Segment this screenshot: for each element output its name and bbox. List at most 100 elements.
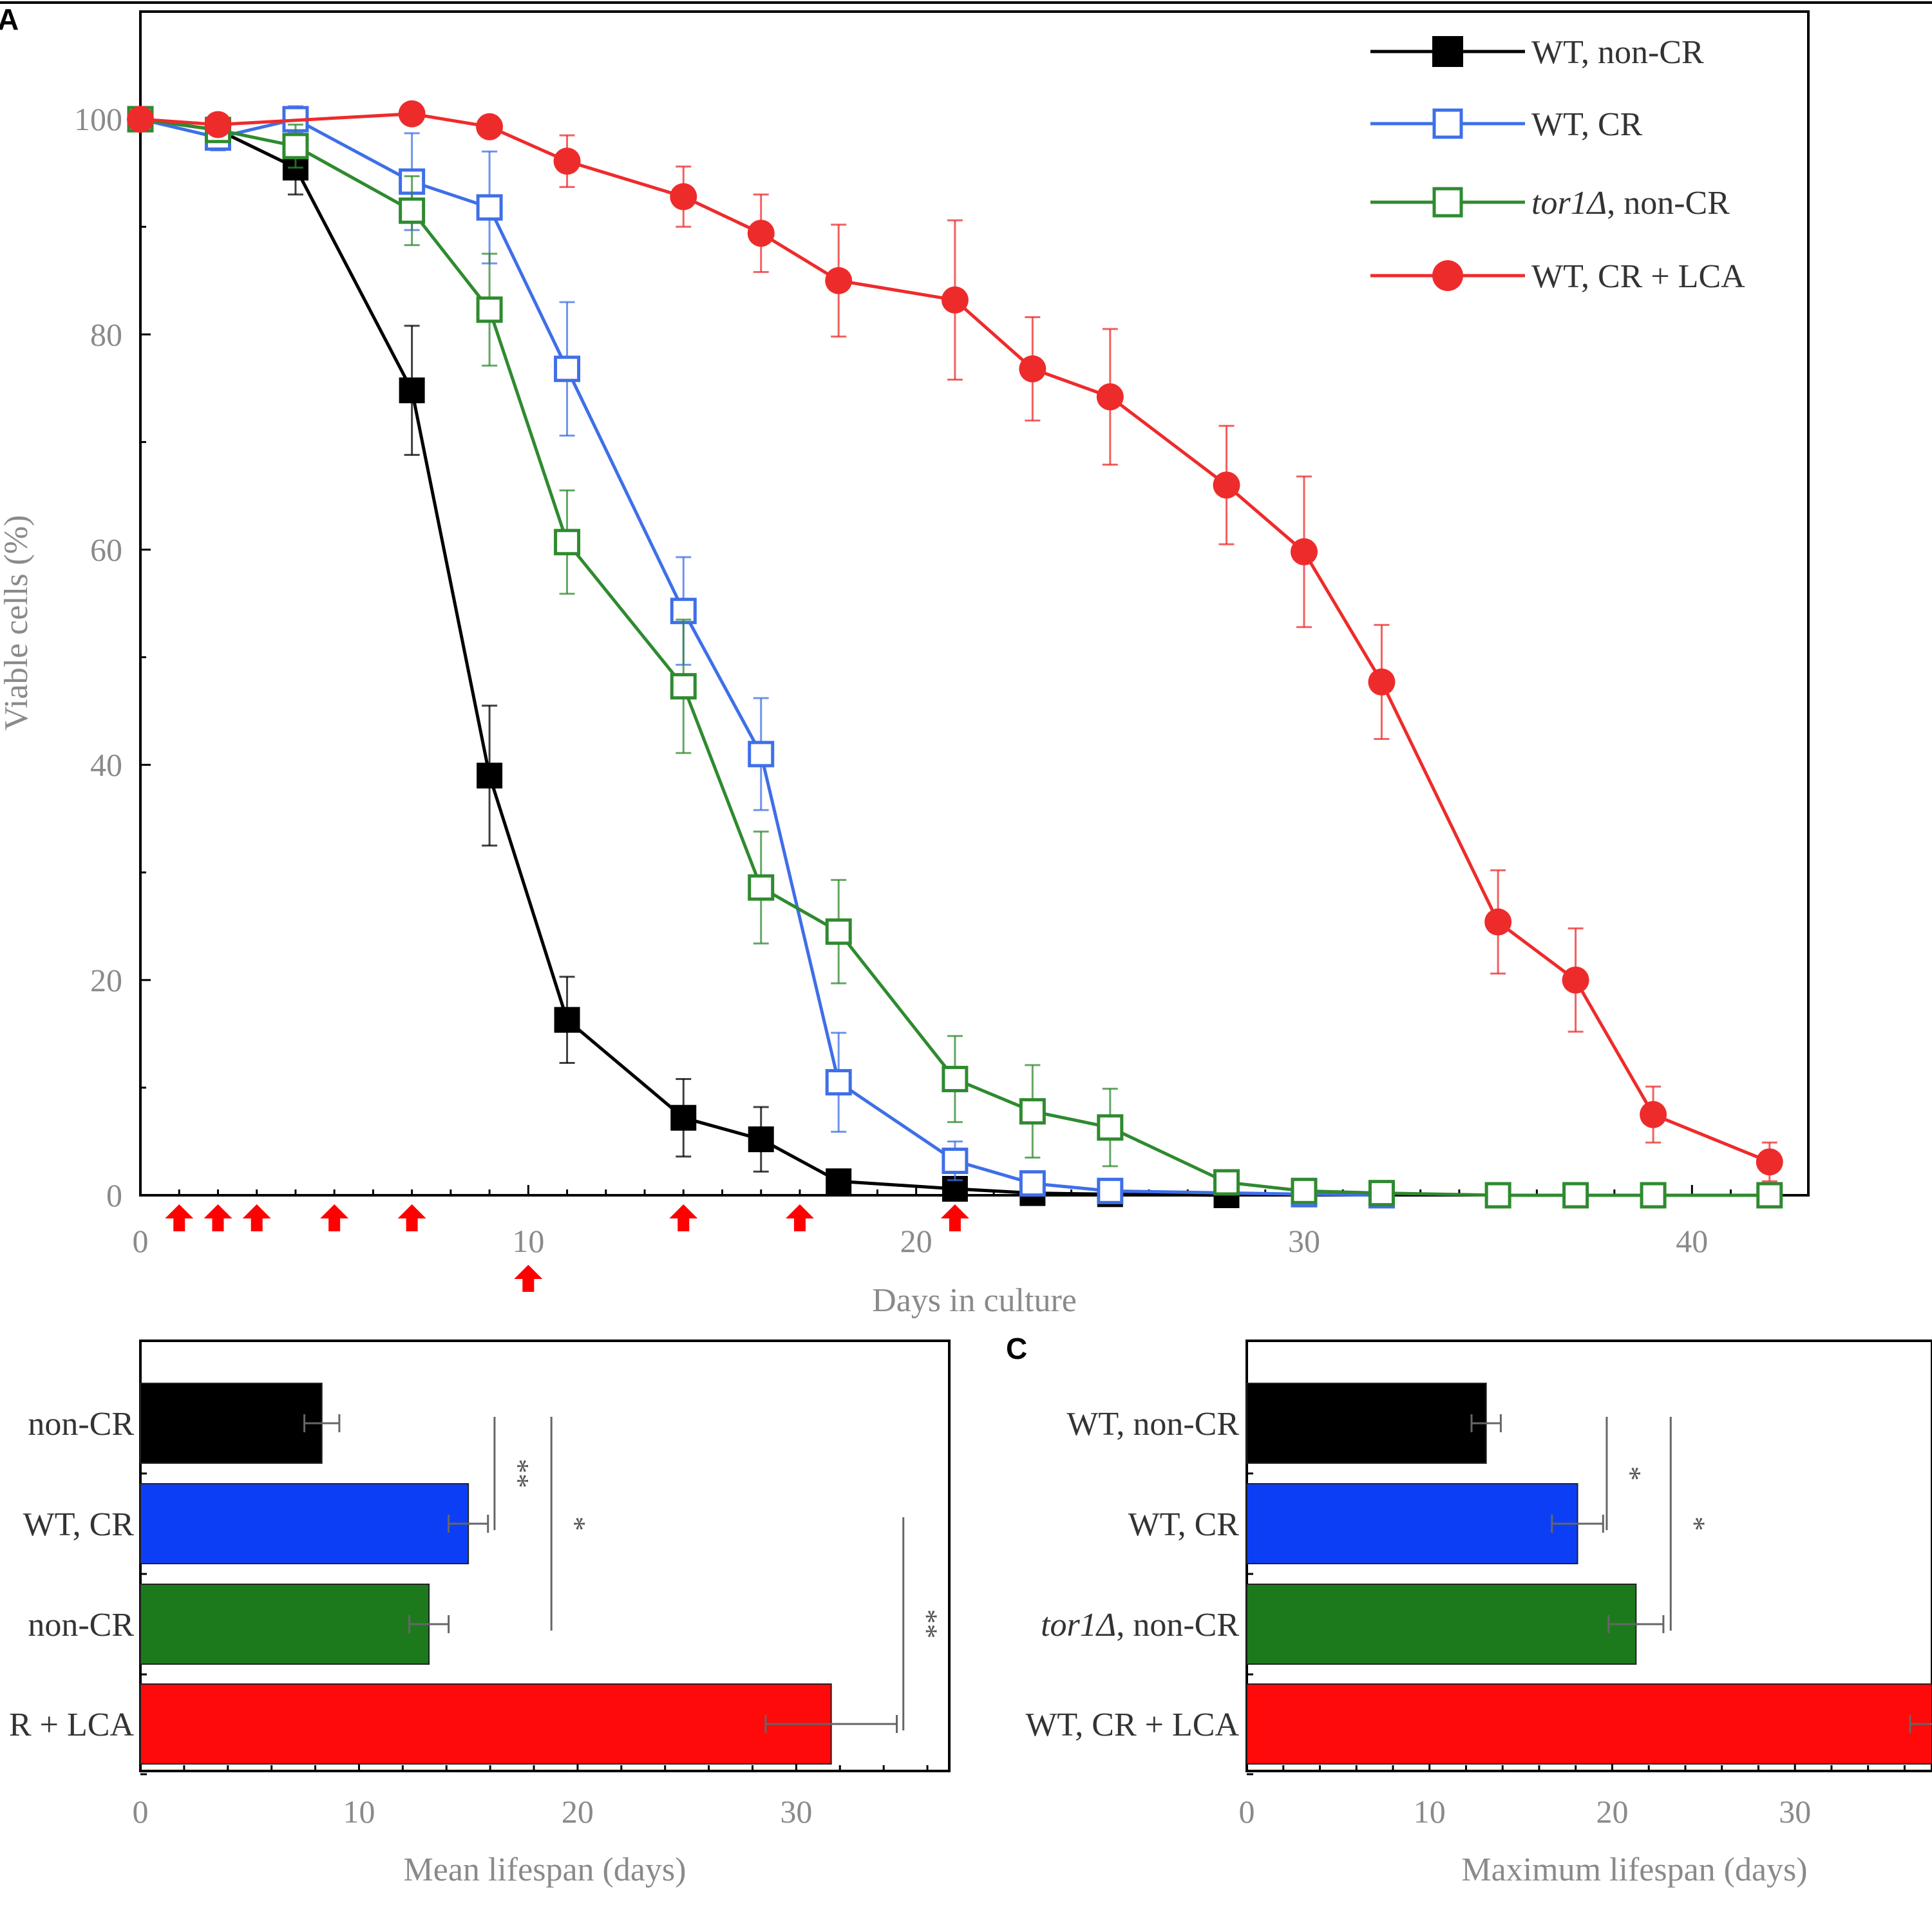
data-point xyxy=(748,1126,774,1153)
legend-marker xyxy=(1432,187,1463,218)
data-point xyxy=(1756,1182,1783,1209)
bar-chart-maximum-lifespan: 0 10 20 30 Maximum lifespan (days) WT, non-CR… xyxy=(1025,1340,1932,1888)
treatment-arrow xyxy=(242,1204,271,1231)
panel-letter-a: A xyxy=(0,3,19,36)
data-point xyxy=(398,100,426,128)
treatment-arrow xyxy=(669,1204,698,1231)
data-point xyxy=(670,1104,697,1131)
data-point xyxy=(1097,1177,1124,1204)
data-point xyxy=(204,111,232,138)
category-label: non-CR xyxy=(28,1607,134,1643)
data-point xyxy=(1213,471,1240,499)
y-tick-label: 60 xyxy=(90,531,122,567)
data-point xyxy=(1097,1114,1124,1141)
x-tick-label: 30 xyxy=(1288,1223,1320,1259)
bar xyxy=(140,1483,469,1564)
treatment-arrow xyxy=(204,1204,232,1231)
category-label-text: non-CR xyxy=(28,1607,134,1643)
treatment-arrow xyxy=(940,1204,969,1231)
data-point xyxy=(399,197,426,224)
category-label-text: WT, CR xyxy=(1128,1506,1240,1543)
y-axis-title: Viable cells (%) xyxy=(0,515,35,731)
data-point xyxy=(825,267,853,294)
x-tick-label: 20 xyxy=(562,1794,594,1830)
category-label: WT, CR xyxy=(1128,1506,1240,1543)
x-axis-title: Maximum lifespan (days) xyxy=(1461,1852,1807,1888)
x-tick-label: 20 xyxy=(1596,1794,1628,1830)
data-point xyxy=(1640,1101,1667,1128)
x-axis-title: Mean lifespan (days) xyxy=(404,1852,687,1888)
category-label: WT, CR xyxy=(23,1506,135,1543)
series-wt-cr-lca xyxy=(127,100,1783,1182)
legend-label: WT, non-CR xyxy=(1531,34,1704,71)
legend-label-text: WT, CR xyxy=(1531,106,1643,143)
plot-frame xyxy=(139,10,1810,1197)
x-tick-label: 20 xyxy=(900,1223,933,1259)
legend-label: tor1Δ, non-CR xyxy=(1531,185,1730,222)
data-point xyxy=(825,918,852,945)
data-point xyxy=(282,133,309,160)
significance-label: ** xyxy=(911,1609,944,1639)
data-point xyxy=(553,147,581,175)
x-tick-label: 10 xyxy=(343,1794,375,1830)
treatment-arrow xyxy=(320,1204,349,1231)
bar xyxy=(1246,1483,1578,1564)
significance-label: * xyxy=(559,1517,592,1531)
data-point xyxy=(1019,355,1046,383)
bar xyxy=(140,1383,323,1464)
category-label: tor1Δ, non-CR xyxy=(1041,1607,1239,1643)
significance-label: ** xyxy=(502,1459,535,1488)
category-label-text: , non-CR xyxy=(1116,1607,1239,1643)
data-point xyxy=(477,762,503,789)
treatment-arrow xyxy=(397,1204,426,1231)
data-point xyxy=(554,529,581,556)
data-point xyxy=(670,673,697,700)
category-label-text: WT, CR + LCA xyxy=(1025,1707,1239,1743)
x-tick-label: 30 xyxy=(780,1794,812,1830)
x-axis-title: Days in culture xyxy=(872,1282,1077,1319)
x-tick-label: 0 xyxy=(133,1794,149,1830)
legend-marker xyxy=(1432,108,1463,139)
data-point xyxy=(825,1069,852,1096)
treatment-arrow xyxy=(785,1204,814,1231)
treatment-arrow xyxy=(514,1265,543,1292)
category-label-text: non-CR xyxy=(28,1406,134,1443)
data-point xyxy=(942,1148,969,1175)
y-tick-label: 80 xyxy=(90,316,122,352)
legend-label: WT, CR + LCA xyxy=(1531,258,1745,295)
data-point xyxy=(1291,1177,1318,1204)
data-point xyxy=(476,296,503,323)
legend-marker xyxy=(1432,260,1463,291)
category-label: WT, non-CR xyxy=(1066,1406,1239,1443)
category-label-text: WT, non-CR xyxy=(1066,1406,1239,1443)
bar xyxy=(1246,1683,1932,1765)
data-point xyxy=(1484,1182,1511,1209)
x-tick-label: 30 xyxy=(1779,1794,1811,1830)
y-tick-label: 0 xyxy=(106,1177,122,1213)
data-point xyxy=(1019,1170,1046,1197)
legend-label-text: WT, CR + LCA xyxy=(1531,258,1745,295)
x-tick-label: 10 xyxy=(512,1223,544,1259)
data-point xyxy=(1096,383,1124,411)
data-point xyxy=(554,1007,580,1033)
data-point xyxy=(1756,1148,1783,1176)
data-point xyxy=(476,113,504,140)
data-point xyxy=(1019,1098,1046,1125)
legend: WT, non-CR WT, CR tor1Δ, non-CR WT, CR + LC… xyxy=(1370,34,1745,295)
x-tick-label: 10 xyxy=(1414,1794,1446,1830)
data-point xyxy=(1368,1180,1395,1207)
line-chart-viability: 0 20 40 60 80 100 0 10 20 30 40 Days in culture Viab… xyxy=(0,10,1810,1319)
legend-label-italic: tor1Δ xyxy=(1531,185,1607,222)
data-point xyxy=(747,220,775,247)
x-tick-label: 0 xyxy=(133,1223,149,1259)
data-point xyxy=(1290,538,1318,565)
data-point xyxy=(1640,1182,1667,1209)
data-point xyxy=(826,1168,852,1195)
treatment-arrow xyxy=(165,1204,194,1231)
data-point xyxy=(1484,908,1512,936)
data-point xyxy=(748,874,775,901)
category-label: R + LCA xyxy=(9,1707,134,1743)
legend-label: WT, CR xyxy=(1531,106,1643,143)
data-point xyxy=(670,183,697,211)
